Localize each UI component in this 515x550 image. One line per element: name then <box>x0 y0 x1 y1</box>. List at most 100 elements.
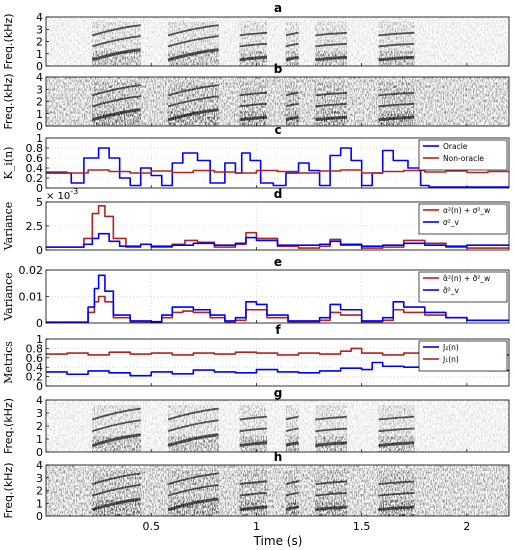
speech-segment <box>378 81 415 126</box>
y-tick-label: 4 <box>36 11 43 24</box>
x-axis-label: Time (s) <box>253 534 303 548</box>
speech-segment <box>378 21 415 66</box>
y-axis-label: Freq.(kHz) <box>2 398 15 454</box>
y-tick-label: 5 <box>36 196 43 209</box>
legend-entry: J₁(n) <box>442 355 459 364</box>
y-tick-label: 3 <box>36 83 43 96</box>
y-tick-label: 0.2 <box>26 172 44 185</box>
y-tick-label: 2 <box>36 420 43 433</box>
y-tick-label: 1 <box>36 132 43 145</box>
series-line <box>46 232 509 248</box>
spectrogram <box>46 465 509 516</box>
y-axis-label: Variance <box>2 272 15 322</box>
panel-f: f J₂(n) J₁(n) 00.20.40.60.81 Metrics <box>2 323 510 393</box>
speech-segment <box>239 405 268 452</box>
speech-segment <box>285 21 299 66</box>
legend: Oracle Non-oracle <box>418 139 508 171</box>
y-tick-label: 0 <box>36 120 43 133</box>
y-tick-label: 0.6 <box>26 352 44 365</box>
panel-letter: d <box>274 187 283 201</box>
speech-segment <box>315 81 348 126</box>
y-tick-label: 3 <box>36 407 43 420</box>
y-tick-label: 0 <box>36 510 43 523</box>
y-tick-label: 3 <box>36 23 43 36</box>
y-tick-label: 1 <box>36 108 43 121</box>
y-tick-label: 0 <box>36 380 43 393</box>
speech-segment <box>91 21 141 66</box>
y-tick-label: 2 <box>36 36 43 49</box>
panel-d: d α²(n) + σ²_w σ²_v 0 2.5 5 Variance × 10-3 <box>2 187 510 257</box>
y-tick-label: 0.2 <box>26 371 44 384</box>
plot-frame <box>45 338 510 387</box>
speech-segment <box>167 81 219 126</box>
series-line <box>46 147 509 188</box>
panel-letter: a <box>274 1 282 15</box>
y-tick-label: 0.01 <box>19 291 44 304</box>
panel-letter: c <box>274 123 281 137</box>
panel-letter: e <box>274 255 282 269</box>
legend-entry: Non-oracle <box>443 154 484 163</box>
speech-segment <box>239 470 268 516</box>
speech-segment <box>239 81 268 126</box>
speech-segment <box>239 21 268 66</box>
y-tick-label: 0.8 <box>26 142 44 155</box>
legend-entry: σ²_v <box>443 218 460 227</box>
legend-entry: Oracle <box>443 142 468 151</box>
speech-segment <box>91 405 141 452</box>
panel-letter: h <box>274 450 283 464</box>
legend-entry: J₂(n) <box>442 343 459 352</box>
x-tick-label: 1.5 <box>353 520 371 533</box>
legend-entry: α²(n) + σ²_w <box>443 206 490 215</box>
y-tick-label: 0 <box>36 182 43 195</box>
series-line <box>46 295 509 323</box>
y-axis-label: K_i(n) <box>2 147 15 180</box>
y-tick-label: 0 <box>36 446 43 459</box>
y-tick-label: 1 <box>36 48 43 61</box>
speech-segment <box>378 405 415 452</box>
legend-entry: σ̂²_v <box>443 286 460 295</box>
plot-frame <box>45 137 510 189</box>
y-tick-label: 3 <box>36 472 43 485</box>
spectrogram <box>46 77 509 126</box>
panel-letter: g <box>274 386 283 400</box>
y-tick-label: 0 <box>36 317 43 330</box>
y-axis-label: Metrics <box>2 341 15 384</box>
y-axis-label: Variance <box>2 202 15 252</box>
y-axis-label: Freq.(kHz) <box>2 13 15 69</box>
x-tick-label: 2 <box>463 520 470 533</box>
y-tick-label: 2.5 <box>26 220 44 233</box>
y-tick-label: 4 <box>36 71 43 84</box>
y-tick-label: 1 <box>36 333 43 346</box>
speech-segment <box>167 470 219 516</box>
speech-segment <box>91 470 141 516</box>
y-tick-label: 1 <box>36 497 43 510</box>
y-tick-label: 1 <box>36 433 43 446</box>
y-tick-label: 0.6 <box>26 152 44 165</box>
y-tick-label: 2 <box>36 485 43 498</box>
speech-segment <box>315 470 348 516</box>
panel-letter: f <box>275 323 281 337</box>
y-tick-label: 0.02 <box>19 264 44 277</box>
series-line <box>46 169 509 174</box>
x-tick-label: 1 <box>253 520 260 533</box>
series-line <box>46 274 509 323</box>
speech-segment <box>285 81 299 126</box>
y-tick-label: 4 <box>36 394 43 407</box>
legend-entry: α̂²(n) + σ̂²_w <box>443 274 490 283</box>
y-tick-label: 0.8 <box>26 342 44 355</box>
spectrogram <box>46 17 509 66</box>
y-axis-label: Freq.(kHz) <box>2 73 15 129</box>
y-tick-label: 2 <box>36 96 43 109</box>
legend: α²(n) + σ²_w σ²_v <box>418 203 508 235</box>
spectrogram <box>46 400 509 452</box>
legend: α̂²(n) + σ̂²_w σ̂²_v <box>418 271 508 303</box>
speech-segment <box>315 21 348 66</box>
speech-segment <box>285 470 299 516</box>
axis-multiplier: × 10-3 <box>46 187 78 202</box>
